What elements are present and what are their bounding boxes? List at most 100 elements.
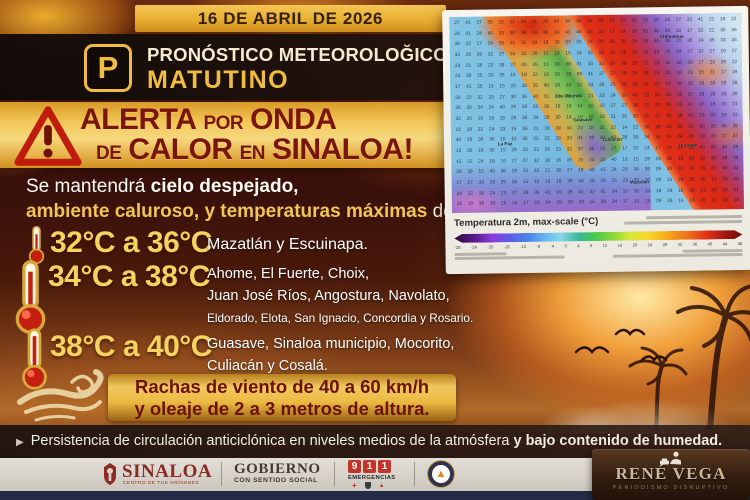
grid-temp-value: 33 — [598, 29, 604, 35]
grid-temp-value: 19 — [720, 49, 726, 55]
grid-temp-value: 30 — [489, 148, 495, 154]
grid-temp-value: 41 — [697, 17, 704, 23]
temp-range-1: 32°C a 36°C — [50, 226, 212, 259]
grid-temp-value: 27 — [498, 52, 505, 58]
grid-temp-value: 21 — [544, 168, 551, 174]
grid-temp-value: 27 — [598, 72, 605, 78]
grid-temp-value: 35 — [722, 187, 728, 193]
grid-temp-value: 37 — [732, 134, 739, 140]
grid-temp-value: 40 — [489, 169, 495, 175]
grid-temp-value: 39 — [733, 155, 739, 161]
alert-word: EN — [239, 143, 266, 164]
grid-temp-value: 34 — [611, 199, 618, 206]
grid-temp-value: 23 — [666, 177, 673, 183]
grid-temp-value: 28 — [665, 103, 672, 109]
grid-temp-value: 36 — [687, 81, 694, 87]
pronostico-p-logo: P — [84, 44, 132, 92]
grid-temp-value: 39 — [520, 30, 527, 36]
grid-temp-value: 39 — [554, 83, 561, 89]
grid-temp-value: 38 — [632, 103, 638, 109]
grid-temp-value: 25 — [622, 167, 628, 173]
grid-temp-value: 29 — [544, 147, 550, 153]
grid-temp-value: 28 — [510, 116, 517, 122]
grid-temp-value: 27 — [610, 104, 616, 110]
grid-temp-value: 38 — [565, 61, 571, 68]
grid-temp-value: 37 — [711, 166, 717, 172]
grid-temp-value: 24 — [487, 41, 494, 47]
grid-temp-value: 25 — [620, 39, 627, 45]
grid-temp-value: 21 — [509, 20, 515, 26]
grid-temp-value: 20 — [721, 91, 727, 97]
grid-temp-value: 16 — [543, 72, 549, 79]
tick-label: 0 — [564, 243, 567, 249]
grid-temp-value: 34 — [722, 166, 728, 172]
grid-temp-value: 28 — [599, 82, 605, 88]
thermometer-icon — [28, 226, 45, 264]
grid-temp-value: 38 — [499, 62, 505, 68]
grid-temp-value: 15 — [633, 157, 639, 163]
grid-temp-value: 15 — [620, 18, 626, 24]
grid-temp-value: 24 — [698, 38, 704, 44]
map-city-label: Chihuahua — [659, 33, 684, 39]
grid-temp-value: 26 — [501, 201, 507, 207]
grid-temp-value: 28 — [709, 81, 716, 87]
grid-temp-value: 33 — [710, 134, 716, 140]
grid-temp-value: 26 — [688, 134, 694, 140]
grid-temp-value: 22 — [467, 159, 473, 165]
grid-temp-value: 18 — [720, 17, 726, 23]
grid-temp-value: 28 — [655, 178, 662, 184]
grid-temp-value: 34 — [611, 189, 618, 195]
grid-temp-value: 30 — [665, 113, 672, 119]
cities-line: Culiacán y Cosalá. — [207, 358, 328, 374]
grid-temp-value: 40 — [576, 29, 582, 35]
grid-temp-value: 27 — [510, 62, 516, 68]
grid-temp-value: 32 — [566, 147, 573, 153]
grid-temp-value: 33 — [599, 104, 605, 110]
grid-temp-value: 41 — [466, 84, 472, 90]
temp-range-3: 38°C a 40°C — [50, 330, 212, 363]
grid-temp-value: 18 — [531, 30, 538, 36]
grid-temp-value: 33 — [567, 200, 573, 206]
alert-word: CALOR — [128, 133, 233, 166]
grid-temp-value: 28 — [456, 170, 462, 176]
grid-temp-value: 16 — [565, 51, 571, 57]
grid-temp-value: 24 — [478, 159, 484, 165]
grid-temp-value: 30 — [720, 27, 726, 33]
grid-temp-value: 15 — [511, 126, 517, 132]
grid-temp-value: 27 — [721, 134, 728, 140]
grid-temp-value: 23 — [700, 188, 706, 194]
page-title: PRONÓSTICO METEOROLOĞICO — [147, 44, 448, 65]
tick-label: 4 — [577, 243, 580, 249]
grid-temp-value: 39 — [454, 42, 460, 48]
grid-temp-value: 40 — [589, 168, 595, 174]
tick-label: 12 — [602, 242, 608, 248]
grid-temp-value: 30 — [721, 145, 728, 151]
grid-temp-value: 28 — [687, 60, 693, 66]
grid-temp-value: 16 — [588, 104, 594, 110]
grid-temp-value: 40 — [710, 155, 717, 162]
grid-temp-value: 23 — [500, 190, 507, 196]
grid-temp-value: 30 — [633, 189, 640, 195]
grid-temp-value: 17 — [456, 180, 462, 186]
grid-temp-value: 22 — [699, 156, 706, 162]
grid-temp-value: 36 — [576, 19, 582, 25]
tick-label: 36 — [692, 241, 698, 247]
sinaloa-crest-icon — [104, 463, 116, 485]
grid-temp-value: 18 — [489, 159, 495, 165]
grid-temp-value: 23 — [454, 63, 461, 69]
tick-label: 44 — [722, 241, 728, 247]
grid-temp-value: 15 — [522, 179, 529, 185]
grid-temp-value: 28 — [665, 49, 671, 55]
grid-temp-value: 41 — [578, 189, 584, 195]
map-city-label: Los Mochis — [555, 93, 581, 99]
grid-temp-value: 19 — [699, 134, 705, 140]
fine-print — [682, 248, 743, 253]
grid-temp-value: 22 — [467, 191, 474, 197]
grid-temp-value: 16 — [633, 199, 640, 205]
grid-temp-value: 35 — [511, 180, 518, 186]
grid-temp-value: 31 — [610, 114, 616, 120]
tick-label: 28 — [662, 242, 668, 248]
grid-temp-value: 26 — [466, 116, 472, 122]
grid-temp-value: 40 — [487, 31, 493, 37]
grid-temp-value: 34 — [632, 82, 638, 88]
